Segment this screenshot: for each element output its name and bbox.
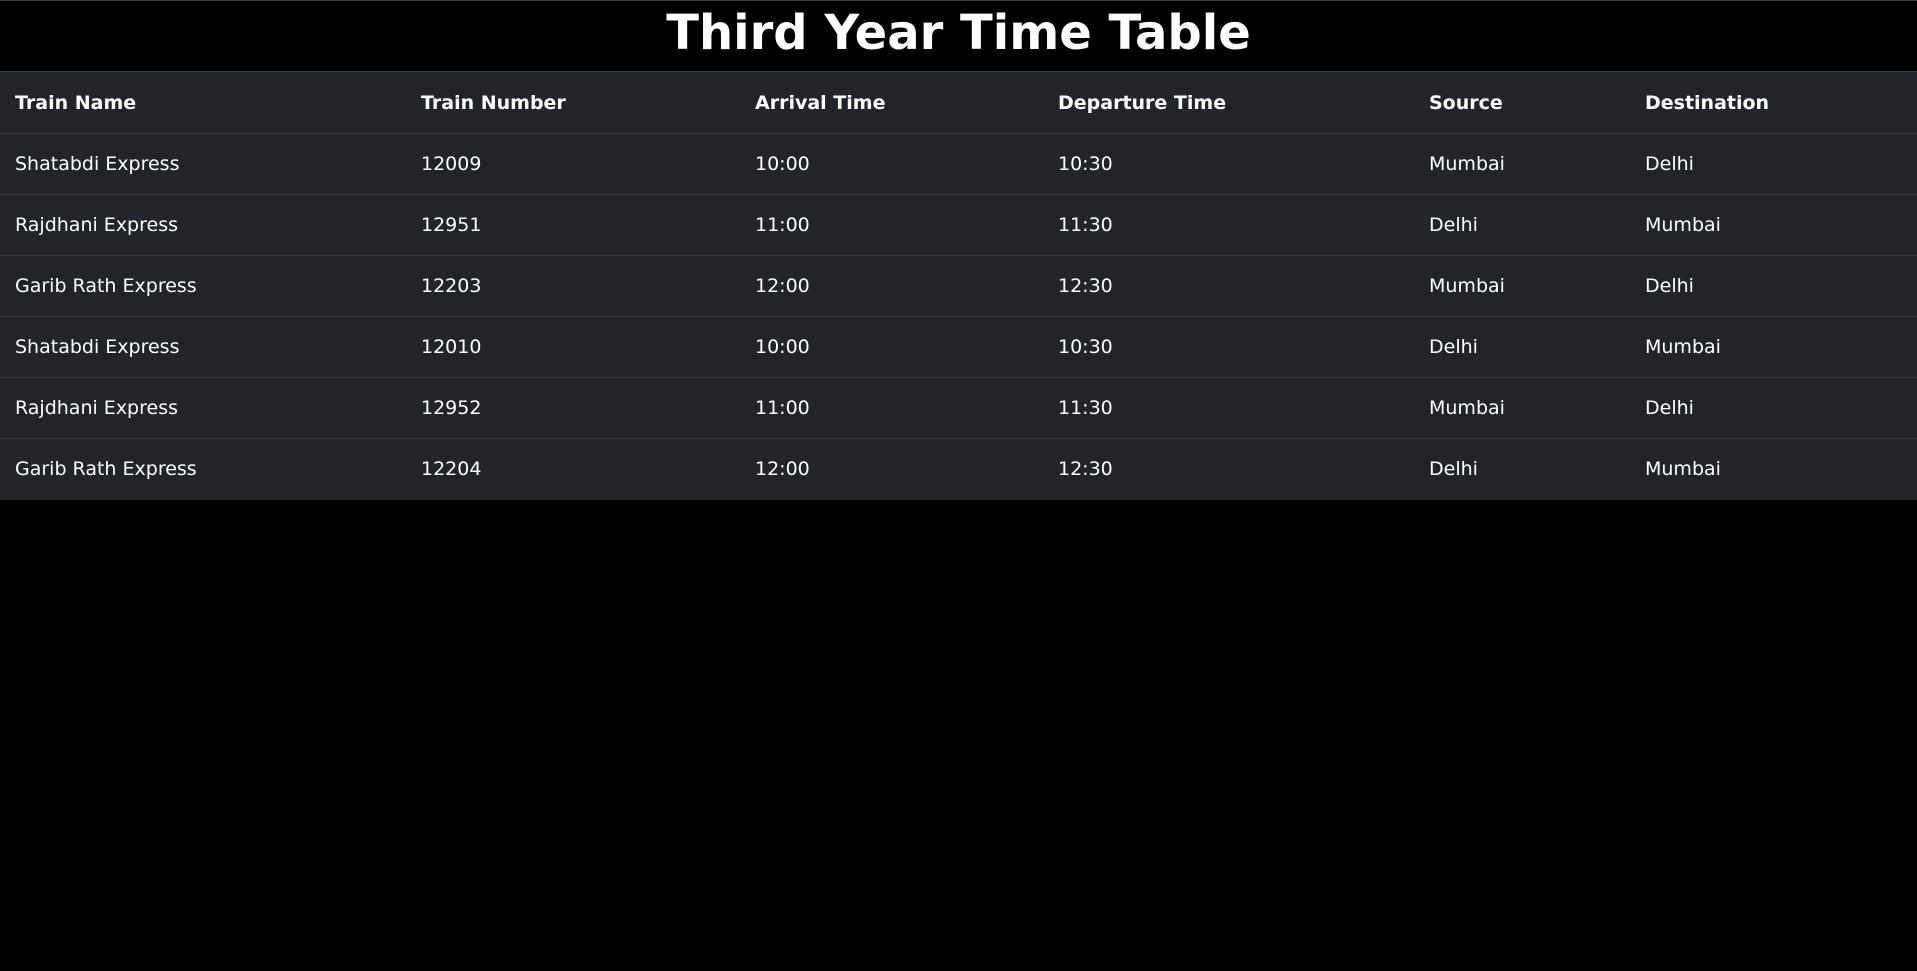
cell-arrival-time: 10:00 [740, 316, 1043, 378]
table-row: Rajdhani Express 12951 11:00 11:30 Delhi… [0, 194, 1917, 256]
cell-destination: Delhi [1630, 255, 1917, 317]
cell-train-name: Garib Rath Express [0, 438, 406, 500]
table-row: Garib Rath Express 12204 12:00 12:30 Del… [0, 438, 1917, 500]
cell-destination: Mumbai [1630, 316, 1917, 378]
cell-source: Mumbai [1414, 377, 1630, 439]
cell-train-name: Garib Rath Express [0, 255, 406, 317]
table-row: Rajdhani Express 12952 11:00 11:30 Mumba… [0, 377, 1917, 439]
cell-source: Delhi [1414, 438, 1630, 500]
cell-source: Mumbai [1414, 255, 1630, 317]
cell-train-number: 12203 [406, 255, 740, 317]
cell-train-number: 12204 [406, 438, 740, 500]
column-header-train-number: Train Number [406, 71, 740, 134]
cell-departure-time: 10:30 [1043, 316, 1414, 378]
table-row: Shatabdi Express 12009 10:00 10:30 Mumba… [0, 133, 1917, 195]
cell-departure-time: 12:30 [1043, 255, 1414, 317]
cell-destination: Delhi [1630, 377, 1917, 439]
cell-arrival-time: 11:00 [740, 377, 1043, 439]
cell-departure-time: 10:30 [1043, 133, 1414, 195]
cell-source: Mumbai [1414, 133, 1630, 195]
column-header-destination: Destination [1630, 71, 1917, 134]
cell-train-number: 12010 [406, 316, 740, 378]
cell-destination: Mumbai [1630, 438, 1917, 500]
cell-arrival-time: 11:00 [740, 194, 1043, 256]
cell-train-number: 12009 [406, 133, 740, 195]
cell-train-name: Shatabdi Express [0, 133, 406, 195]
page-title: Third Year Time Table [666, 5, 1251, 61]
column-header-source: Source [1414, 71, 1630, 134]
column-header-train-name: Train Name [0, 71, 406, 134]
table-header-row: Train Name Train Number Arrival Time Dep… [0, 71, 1917, 134]
cell-destination: Mumbai [1630, 194, 1917, 256]
cell-arrival-time: 12:00 [740, 438, 1043, 500]
cell-source: Delhi [1414, 194, 1630, 256]
cell-departure-time: 11:30 [1043, 377, 1414, 439]
cell-train-number: 12952 [406, 377, 740, 439]
cell-train-number: 12951 [406, 194, 740, 256]
timetable: Train Name Train Number Arrival Time Dep… [0, 71, 1917, 500]
column-header-departure-time: Departure Time [1043, 71, 1414, 134]
cell-arrival-time: 12:00 [740, 255, 1043, 317]
column-header-arrival-time: Arrival Time [740, 71, 1043, 134]
cell-arrival-time: 10:00 [740, 133, 1043, 195]
cell-departure-time: 11:30 [1043, 194, 1414, 256]
cell-source: Delhi [1414, 316, 1630, 378]
cell-train-name: Shatabdi Express [0, 316, 406, 378]
cell-train-name: Rajdhani Express [0, 194, 406, 256]
cell-train-name: Rajdhani Express [0, 377, 406, 439]
cell-departure-time: 12:30 [1043, 438, 1414, 500]
cell-destination: Delhi [1630, 133, 1917, 195]
table-row: Garib Rath Express 12203 12:00 12:30 Mum… [0, 255, 1917, 317]
table-row: Shatabdi Express 12010 10:00 10:30 Delhi… [0, 316, 1917, 378]
